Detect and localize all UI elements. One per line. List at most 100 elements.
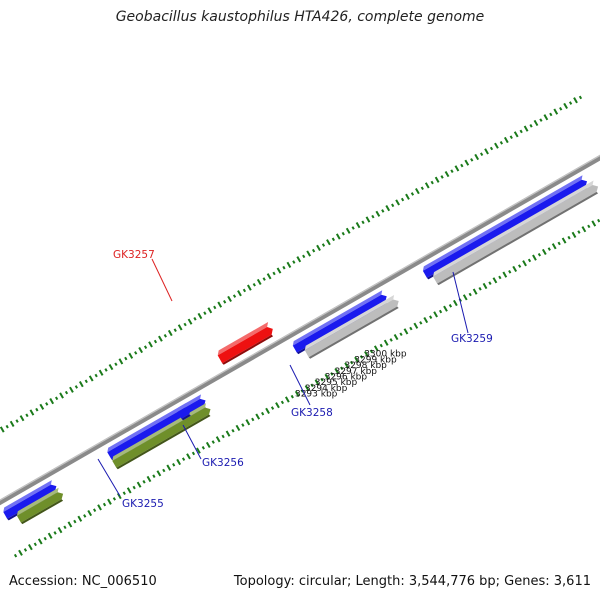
tick-mark: [0, 426, 5, 433]
tick-mark: [231, 428, 235, 433]
tick-mark: [444, 170, 450, 178]
tick-mark: [59, 392, 64, 399]
tick-mark: [172, 463, 176, 467]
tick-mark: [73, 519, 77, 524]
tick-mark: [391, 203, 395, 208]
tick-mark: [379, 343, 383, 348]
tick-mark: [153, 339, 158, 344]
tick-mark: [191, 451, 196, 456]
tick-mark: [549, 112, 553, 117]
tick-mark: [571, 231, 577, 238]
tick-mark: [132, 485, 136, 490]
tick-mark: [335, 233, 341, 240]
tick-mark: [409, 326, 413, 331]
tick-mark: [314, 379, 320, 386]
tick-mark: [420, 186, 424, 191]
tick-mark: [25, 413, 29, 418]
tick-mark: [272, 271, 276, 276]
tick-mark: [252, 282, 256, 287]
gene-box: [217, 322, 274, 365]
tick-mark: [284, 396, 290, 403]
tick-mark: [162, 468, 166, 473]
features: [3, 175, 599, 525]
tick-mark: [419, 321, 423, 325]
tick-mark: [63, 525, 67, 530]
tick-mark: [64, 390, 69, 395]
tick-mark: [597, 218, 600, 223]
tick-mark: [45, 402, 49, 406]
tick-mark: [225, 430, 231, 437]
tick-mark: [282, 265, 286, 270]
tick-mark: [537, 252, 542, 257]
tick-mark: [324, 373, 330, 380]
tick-mark: [577, 230, 581, 234]
tick-mark: [237, 290, 242, 297]
tick-mark: [67, 521, 73, 528]
tick-mark: [468, 292, 472, 297]
tick-mark: [49, 398, 55, 405]
tick-mark: [197, 312, 203, 320]
tick-mark: [94, 373, 98, 378]
tick-mark: [415, 187, 420, 195]
tick-mark: [433, 311, 438, 318]
tick-mark: [488, 281, 492, 285]
tick-mark: [286, 261, 292, 268]
gene-label: GK3258: [291, 407, 333, 419]
tick-mark: [509, 135, 513, 139]
tick-mark: [266, 273, 272, 280]
tick-mark: [587, 224, 591, 229]
tick-mark: [494, 142, 499, 149]
tick-label: 3294 kbp: [305, 384, 348, 394]
tick-mark: [88, 375, 94, 382]
tick-mark: [498, 275, 502, 280]
tick-mark: [128, 352, 134, 359]
tick-mark: [567, 235, 571, 240]
gene-leader-line: [151, 258, 173, 302]
tick-mark: [302, 254, 306, 259]
tick-mark: [84, 379, 88, 384]
gene-leader-line: [289, 364, 311, 406]
tick-mark: [438, 309, 443, 314]
tick-mark: [280, 400, 285, 405]
tick-mark: [489, 146, 494, 151]
tick-mark: [232, 294, 237, 298]
tick-mark: [527, 258, 532, 263]
tick-mark: [341, 231, 345, 236]
gene-box: [107, 394, 206, 461]
tick-mark: [77, 515, 83, 522]
tick-mark: [480, 152, 484, 156]
tick-mark: [203, 311, 207, 315]
tick-mark: [508, 269, 512, 274]
tick-mark: [167, 329, 173, 337]
tick-mark: [126, 487, 132, 494]
tick-mark: [559, 106, 563, 111]
tick-mark: [93, 508, 97, 513]
gene-label: GK3255: [122, 498, 164, 510]
tick-mark: [211, 440, 215, 444]
tick-mark: [482, 282, 488, 290]
tick-mark: [35, 407, 39, 412]
tick-mark: [403, 328, 409, 335]
tick-mark: [122, 491, 126, 495]
tick-mark: [87, 509, 93, 517]
tick-label: 3299 kbp: [354, 355, 397, 365]
tick-mark: [539, 118, 543, 122]
tick-mark: [304, 385, 310, 392]
tick-mark: [400, 197, 405, 202]
tick-mark: [454, 165, 460, 172]
tick-mark: [591, 220, 597, 227]
tick-mark: [97, 504, 102, 511]
tick-mark: [102, 502, 107, 507]
tick-mark: [251, 417, 255, 422]
tick-mark: [351, 226, 355, 230]
tick-marks: [0, 95, 600, 558]
tick-mark: [265, 407, 270, 414]
gene-box: [433, 180, 599, 286]
tick-mark: [217, 301, 223, 308]
tick-mark: [207, 307, 213, 314]
tick-mark: [563, 102, 568, 110]
tick-mark: [330, 372, 334, 376]
